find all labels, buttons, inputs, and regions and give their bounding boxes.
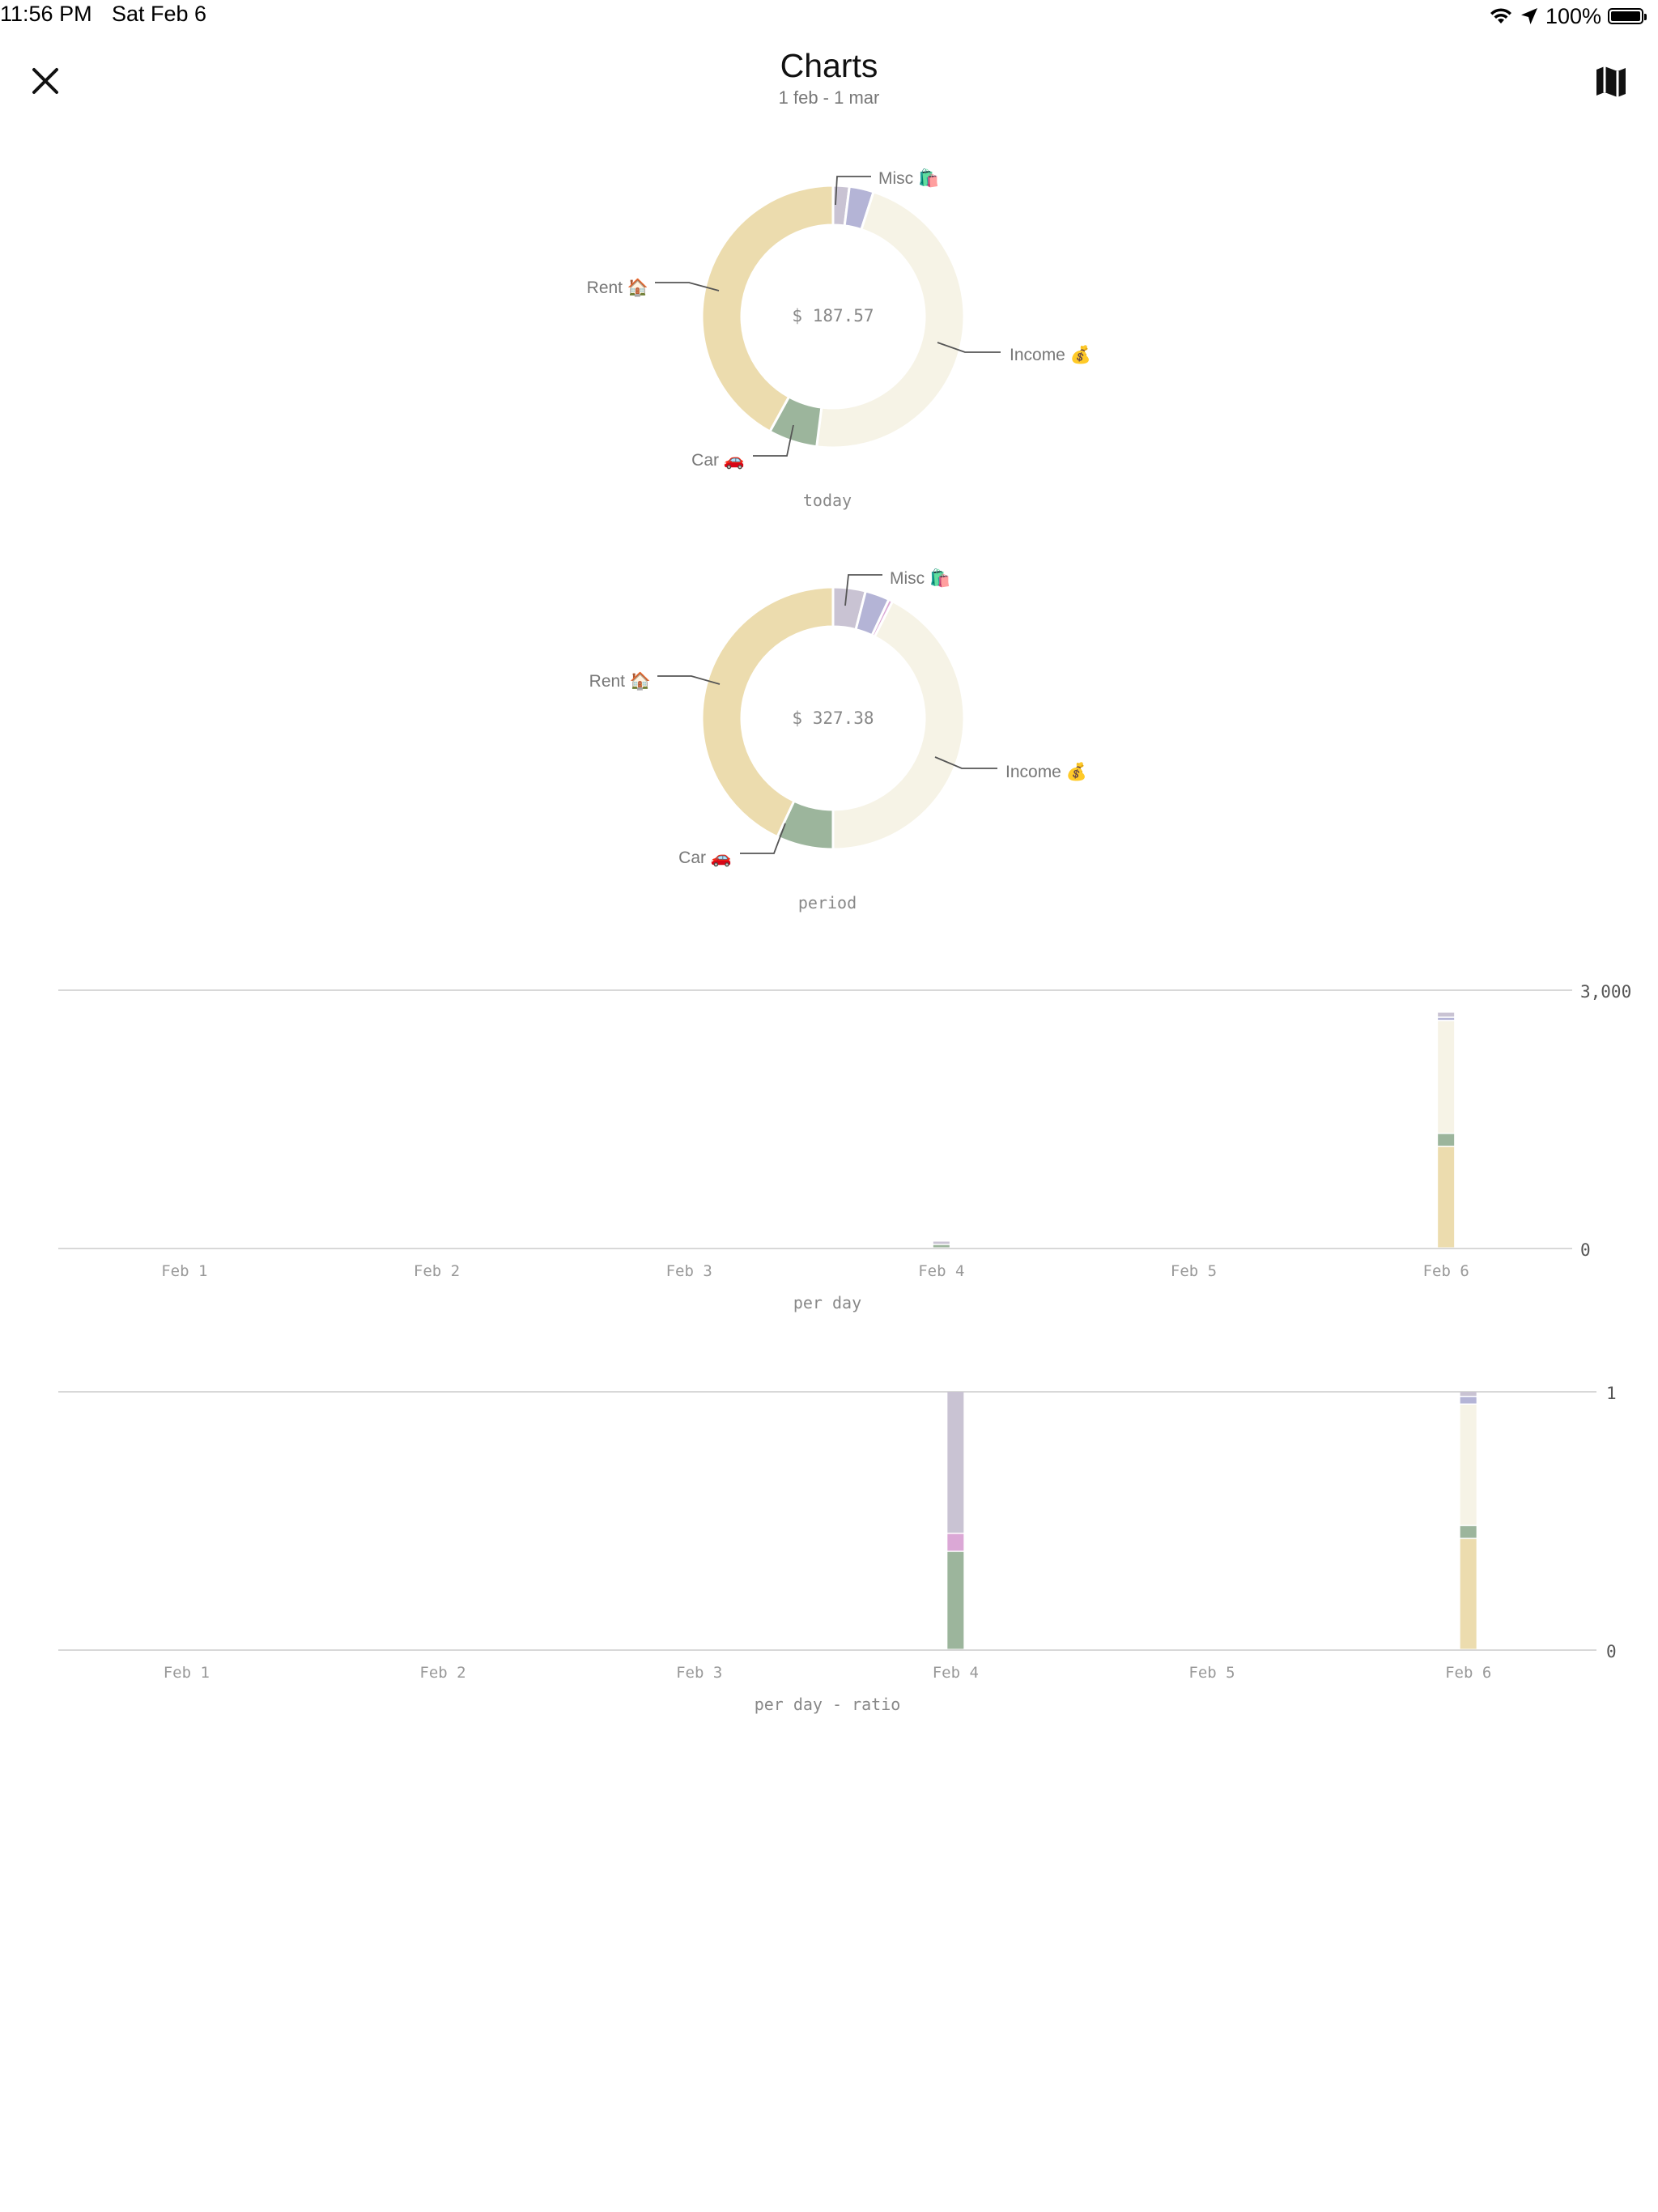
donut-chart-today: $ 187.57 Misc 🛍️ Income 💰 Car 🚗 Rent 🏠 t… — [587, 168, 1091, 510]
bar-segment-car — [1438, 1134, 1455, 1146]
leader-line-misc — [844, 574, 882, 606]
bar-segment-misc-lavender — [1438, 1018, 1455, 1020]
x-tick-label: Feb 4 — [933, 1664, 979, 1682]
page-subtitle: 1 feb - 1 mar — [778, 87, 880, 108]
x-tick-label: Feb 3 — [666, 1262, 712, 1280]
close-icon[interactable] — [26, 62, 65, 100]
y-tick-label-top: 1 — [1606, 1384, 1617, 1403]
nav-bar: Charts 1 feb - 1 mar — [0, 32, 1658, 121]
bar-segment-misc-lavender — [1460, 1397, 1477, 1404]
chart-caption-today: today — [803, 491, 852, 510]
donut-center-label: $ 327.38 — [792, 708, 874, 728]
slice-label-misc: Misc 🛍️ — [878, 168, 939, 188]
page-title: Charts — [780, 47, 878, 84]
status-date: Sat Feb 6 — [112, 2, 207, 26]
x-tick-label: Feb 4 — [918, 1262, 964, 1280]
bar-segment-car — [933, 1244, 950, 1248]
bar-segment-car — [947, 1551, 964, 1649]
slice-label-misc: Misc 🛍️ — [890, 568, 950, 588]
map-icon[interactable] — [1588, 58, 1634, 104]
bar-segment-pink — [947, 1534, 964, 1551]
bar-segment-rent — [1460, 1538, 1477, 1649]
bar-chart-per-day: 3,000 0 Feb 1 Feb 2 Feb 3 Feb 4 Feb 5 Feb 6 p… — [58, 982, 1631, 1312]
bar-segment-income — [1460, 1404, 1477, 1525]
slice-label-income: Income 💰 — [1005, 761, 1087, 782]
leader-line-car — [740, 823, 786, 854]
donut-slice-income — [831, 599, 966, 851]
status-time: 11:56 PM — [0, 2, 92, 26]
x-tick-label: Feb 2 — [419, 1664, 466, 1682]
slice-label-income: Income 💰 — [1010, 344, 1091, 365]
donut-slice-rent — [700, 184, 835, 434]
x-tick-label: Feb 3 — [676, 1664, 722, 1682]
bar-segment-misc-gray — [1460, 1392, 1477, 1396]
bar-segment-misc-gray — [947, 1392, 964, 1533]
leader-line-car — [753, 424, 794, 457]
x-tick-label: Feb 2 — [414, 1262, 460, 1280]
chart-caption-per-day: per day — [793, 1293, 861, 1312]
leader-line-income — [937, 342, 1001, 353]
donut-slice-income — [815, 190, 966, 449]
y-tick-label-top: 3,000 — [1580, 982, 1631, 1002]
battery-icon — [1608, 8, 1647, 24]
slice-label-car: Car 🚗 — [691, 451, 745, 470]
y-tick-label-bottom: 0 — [1606, 1642, 1617, 1661]
battery-percent: 100% — [1545, 3, 1601, 28]
leader-line-misc — [835, 176, 871, 206]
wifi-icon — [1490, 8, 1511, 23]
status-bar: 11:56 PM Sat Feb 6 100% — [0, 0, 1658, 32]
x-tick-label: Feb 1 — [164, 1664, 210, 1682]
bar-segment-income — [1438, 1021, 1455, 1134]
chart-caption-per-day-ratio: per day - ratio — [755, 1695, 901, 1714]
x-tick-label: Feb 6 — [1423, 1262, 1469, 1280]
bar-chart-per-day-ratio: 1 0 Feb 1 Feb 2 Feb 3 Feb 4 Feb 5 Feb 6 per d… — [58, 1384, 1617, 1714]
slice-label-car: Car 🚗 — [678, 849, 732, 867]
bar-segment-rent — [1438, 1146, 1455, 1248]
donut-chart-period: $ 327.38 Misc 🛍️ Income 💰 Car 🚗 Rent 🏠 p… — [589, 568, 1087, 912]
donut-slice-rent — [700, 585, 835, 839]
x-tick-label: Feb 1 — [161, 1262, 207, 1280]
slice-label-rent: Rent 🏠 — [589, 671, 651, 691]
status-right: 100% — [1489, 2, 1647, 31]
x-tick-label: Feb 5 — [1171, 1262, 1217, 1280]
leader-line-rent — [655, 282, 720, 291]
chart-caption-period: period — [798, 893, 857, 912]
leader-line-income — [934, 756, 997, 769]
slice-label-rent: Rent 🏠 — [587, 278, 648, 297]
leader-line-rent — [657, 675, 721, 685]
bar-segment-misc-gray — [933, 1241, 950, 1244]
y-tick-label-bottom: 0 — [1580, 1240, 1591, 1260]
donut-center-label: $ 187.57 — [792, 306, 874, 325]
location-arrow-icon — [1520, 8, 1537, 24]
bar-segment-car — [1460, 1525, 1477, 1538]
x-tick-label: Feb 5 — [1188, 1664, 1235, 1682]
x-tick-label: Feb 6 — [1445, 1664, 1491, 1682]
bar-segment-misc-gray — [1438, 1012, 1455, 1017]
